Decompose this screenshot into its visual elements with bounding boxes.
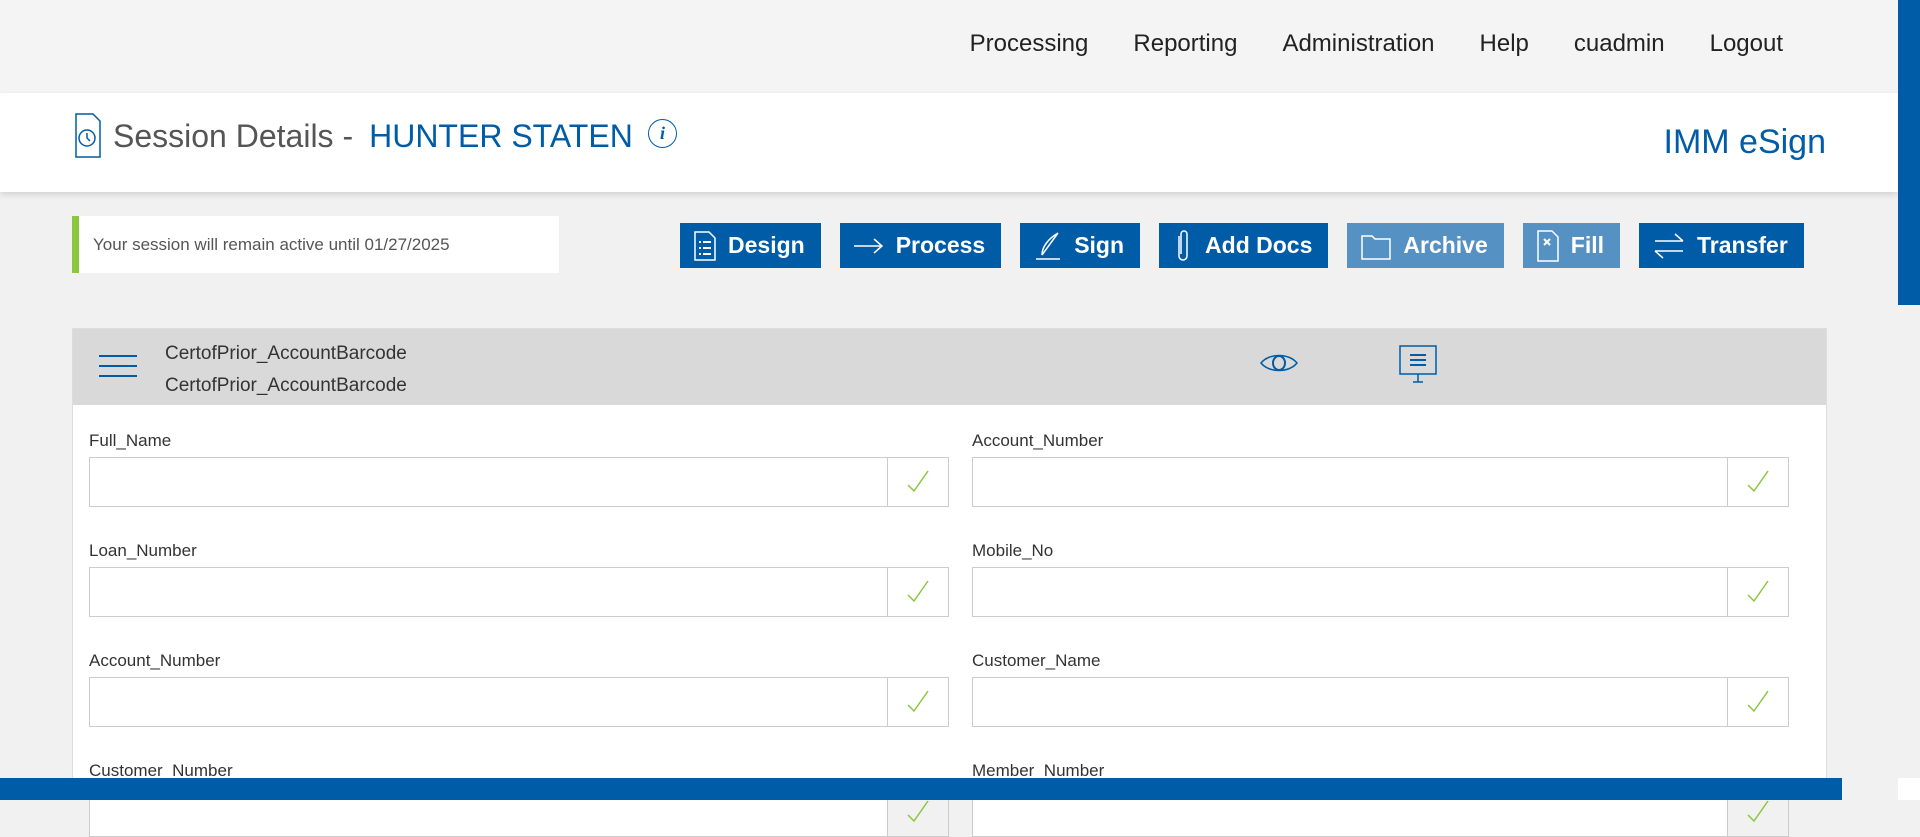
nav-reporting[interactable]: Reporting (1133, 29, 1238, 57)
top-nav: Processing Reporting Administration Help… (0, 0, 1898, 93)
toolbar: Design Process Sign Add Docs Archive Fil… (680, 223, 1823, 268)
field-input[interactable] (90, 568, 888, 616)
fill-button[interactable]: Fill (1522, 223, 1620, 268)
info-icon[interactable]: i (648, 119, 677, 148)
check-icon[interactable] (888, 458, 948, 506)
field-input[interactable] (90, 458, 888, 506)
field-input[interactable] (90, 678, 888, 726)
check-icon[interactable] (888, 568, 948, 616)
presentation-icon[interactable] (1399, 345, 1439, 385)
eye-icon[interactable] (1259, 351, 1299, 375)
corner (1898, 778, 1920, 800)
field-label: Member_Number (972, 761, 1105, 780)
field-label: Loan_Number (89, 541, 197, 560)
process-button[interactable]: Process (839, 223, 1002, 268)
field-input[interactable] (973, 568, 1728, 616)
pen-icon (1036, 231, 1061, 260)
form-field: Mobile_No (972, 541, 1789, 617)
sign-button[interactable]: Sign (1020, 223, 1141, 268)
check-icon[interactable] (1728, 458, 1788, 506)
session-history-icon (75, 113, 101, 158)
session-name: HUNTER STATEN (369, 117, 633, 154)
doc-x-icon (1537, 229, 1559, 262)
field-label: Full_Name (89, 431, 172, 450)
form-field: Full_Name (89, 431, 949, 507)
nav-user[interactable]: cuadmin (1573, 29, 1665, 57)
field-input[interactable] (973, 458, 1728, 506)
field-label: Mobile_No (972, 541, 1054, 560)
form-field: Customer_Name (972, 651, 1789, 727)
folder-icon (1361, 234, 1392, 260)
transfer-icon (1654, 232, 1684, 259)
document-subname: CertofPrior_AccountBarcode (165, 375, 407, 396)
field-label: Customer_Name (972, 651, 1101, 670)
form-field: Account_Number (89, 651, 949, 727)
scrollbar[interactable] (1898, 0, 1920, 305)
paperclip-icon (1178, 229, 1188, 261)
archive-button[interactable]: Archive (1347, 223, 1504, 268)
nav-logout[interactable]: Logout (1709, 29, 1783, 57)
field-label: Account_Number (89, 651, 221, 670)
field-input[interactable] (973, 678, 1728, 726)
check-icon[interactable] (888, 678, 948, 726)
transfer-button[interactable]: Transfer (1639, 223, 1804, 268)
page-title: Session Details - (113, 117, 354, 154)
design-button[interactable]: Design (680, 223, 821, 268)
page-header: Session Details - HUNTER STATEN i IMM eS… (0, 93, 1898, 192)
menu-icon[interactable] (99, 355, 137, 385)
check-icon[interactable] (1728, 568, 1788, 616)
form-field: Loan_Number (89, 541, 949, 617)
list-doc-icon (694, 230, 716, 261)
nav-help[interactable]: Help (1479, 29, 1529, 57)
document-panel: CertofPrior_AccountBarcode CertofPrior_A… (72, 328, 1827, 837)
nav-processing[interactable]: Processing (969, 29, 1089, 57)
document-name: CertofPrior_AccountBarcode (165, 343, 407, 364)
field-label: Account_Number (972, 431, 1104, 450)
brand-logo: IMM eSign (1663, 123, 1827, 161)
nav-administration[interactable]: Administration (1282, 29, 1435, 57)
arrow-right-icon (853, 237, 883, 254)
add-docs-button[interactable]: Add Docs (1159, 223, 1329, 268)
check-icon[interactable] (1728, 678, 1788, 726)
document-header: CertofPrior_AccountBarcode CertofPrior_A… (73, 329, 1826, 405)
field-label: Customer_Number (89, 761, 233, 780)
bottom-bar (0, 778, 1842, 800)
form-field: Account_Number (972, 431, 1789, 507)
session-notice: Your session will remain active until 01… (72, 216, 559, 273)
